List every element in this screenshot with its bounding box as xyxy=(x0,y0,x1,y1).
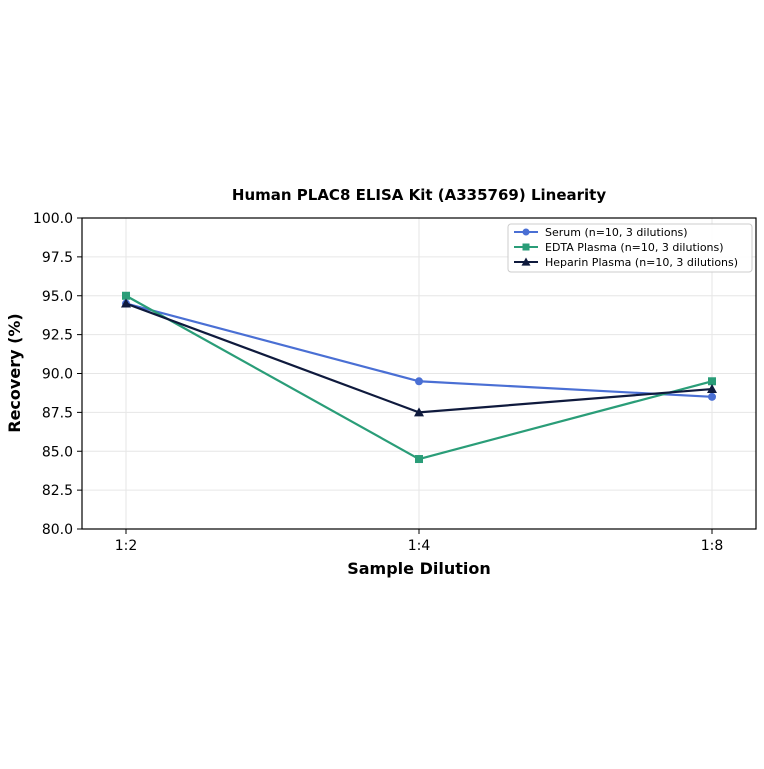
x-tick-label: 1:8 xyxy=(701,538,724,554)
data-point xyxy=(122,291,130,300)
data-point xyxy=(708,377,716,386)
y-axis-label: Recovery (%) xyxy=(5,313,24,432)
y-tick-label: 87.5 xyxy=(42,405,73,421)
data-point xyxy=(707,384,717,394)
data-point xyxy=(121,298,131,308)
legend-marker xyxy=(522,228,530,236)
legend-label: Serum (n=10, 3 dilutions) xyxy=(545,226,688,239)
y-tick-label: 80.0 xyxy=(42,522,73,538)
chart-title: Human PLAC8 ELISA Kit (A335769) Linearit… xyxy=(232,186,606,204)
legend-marker xyxy=(522,243,530,251)
y-tick-label: 85.0 xyxy=(42,444,73,460)
y-axis: 80.0 82.5 85.0 87.5 90.0 92.5 95.0 97.5 100.0 xyxy=(33,211,82,538)
x-tick-label: 1:4 xyxy=(408,538,431,554)
data-point xyxy=(414,407,424,417)
legend-box xyxy=(507,223,753,273)
data-point xyxy=(708,392,716,401)
legend-item: Serum (n=10, 3 dilutions) xyxy=(514,226,688,239)
series-3 xyxy=(121,298,717,417)
data-point xyxy=(415,455,423,464)
legend-marker xyxy=(521,257,531,266)
y-tick-label: 82.5 xyxy=(42,483,73,499)
x-axis-label: Sample Dilution xyxy=(347,559,491,578)
legend-label: Heparin Plasma (n=10, 3 dilutions) xyxy=(545,256,738,269)
y-tick-label: 95.0 xyxy=(42,289,73,305)
y-tick-label: 100.0 xyxy=(33,211,73,227)
legend-item: Heparin Plasma (n=10, 3 dilutions) xyxy=(514,256,738,269)
y-tick-label: 90.0 xyxy=(42,367,73,383)
series-layer xyxy=(121,291,717,464)
y-tick-label: 92.5 xyxy=(42,328,73,344)
series-2 xyxy=(122,291,716,464)
legend-label: EDTA Plasma (n=10, 3 dilutions) xyxy=(545,241,724,254)
legend: Serum (n=10, 3 dilutions) EDTA Plasma (n=… xyxy=(507,223,753,273)
legend-item: EDTA Plasma (n=10, 3 dilutions) xyxy=(514,241,724,254)
y-tick-label: 97.5 xyxy=(42,250,73,266)
x-axis: 1:2 1:4 1:8 xyxy=(115,529,724,554)
data-point xyxy=(415,377,423,386)
x-tick-label: 1:2 xyxy=(115,538,138,554)
